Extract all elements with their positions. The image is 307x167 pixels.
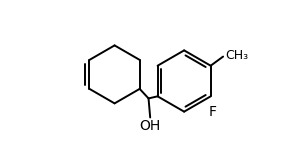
Text: CH₃: CH₃ — [225, 49, 248, 62]
Text: OH: OH — [140, 119, 161, 133]
Text: F: F — [208, 105, 216, 119]
